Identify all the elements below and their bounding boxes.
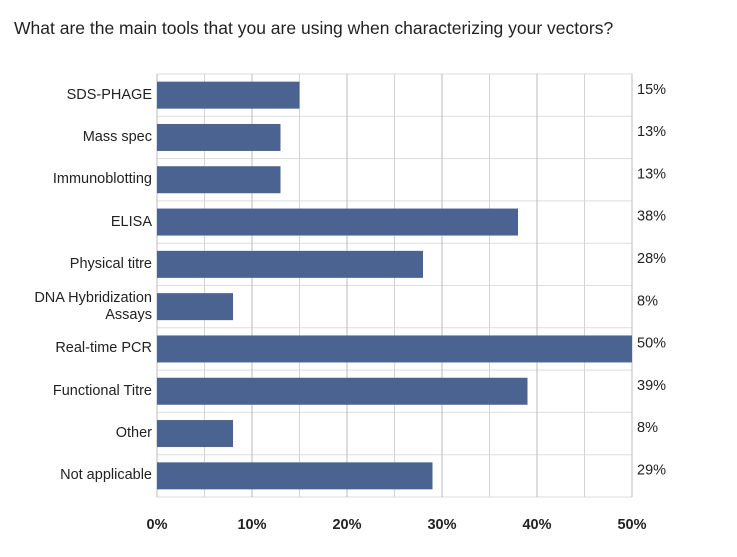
bar xyxy=(157,81,300,109)
bar xyxy=(157,377,528,405)
value-label: 28% xyxy=(637,251,666,267)
y-tick-label: Not applicable xyxy=(60,467,152,484)
value-label: 38% xyxy=(637,209,666,225)
x-tick-label: 30% xyxy=(427,517,456,533)
bar xyxy=(157,462,433,490)
x-tick-label: 40% xyxy=(522,517,551,533)
value-label: 39% xyxy=(637,378,666,394)
y-tick-label: Physical titre xyxy=(69,255,152,272)
value-label: 29% xyxy=(637,463,666,479)
value-label: 8% xyxy=(637,293,658,309)
bar xyxy=(157,208,518,236)
y-tick-label: DNA Hybridization Assays xyxy=(34,289,152,323)
y-tick-label: Functional Titre xyxy=(52,382,152,399)
y-tick-label: ELISA xyxy=(110,213,152,230)
bar xyxy=(157,166,281,194)
y-tick-label: Other xyxy=(115,425,152,442)
value-label: 8% xyxy=(637,420,658,436)
bar xyxy=(157,123,281,151)
value-label: 50% xyxy=(637,336,666,352)
bar xyxy=(157,420,233,448)
bar xyxy=(157,335,632,363)
value-label: 13% xyxy=(637,124,666,140)
value-label: 15% xyxy=(637,82,666,98)
bar xyxy=(157,250,423,278)
x-tick-label: 10% xyxy=(237,517,266,533)
value-label: 13% xyxy=(637,166,666,182)
bar xyxy=(157,293,233,321)
y-tick-label: Mass spec xyxy=(82,128,152,145)
y-tick-label: Immunoblotting xyxy=(52,171,152,188)
y-tick-label: SDS-PHAGE xyxy=(66,86,152,103)
x-tick-label: 20% xyxy=(332,517,361,533)
chart-title: What are the main tools that you are usi… xyxy=(14,18,614,38)
y-tick-label: Real-time PCR xyxy=(55,340,152,357)
x-tick-label: 0% xyxy=(147,517,168,533)
x-tick-label: 50% xyxy=(617,517,646,533)
